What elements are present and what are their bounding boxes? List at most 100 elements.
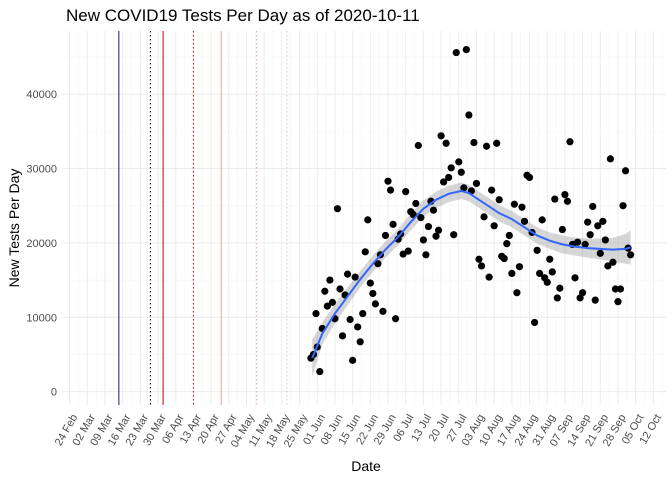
data-point	[386, 186, 395, 194]
data-point	[477, 262, 486, 270]
data-point	[500, 254, 508, 263]
data-point	[359, 309, 367, 318]
data-point	[440, 178, 448, 186]
data-point	[538, 216, 546, 224]
data-point	[616, 285, 625, 293]
data-point	[465, 111, 473, 119]
data-points	[307, 45, 635, 376]
data-point	[333, 205, 342, 213]
data-point	[480, 213, 488, 221]
data-point	[563, 197, 572, 205]
data-point	[336, 285, 344, 293]
data-point	[546, 255, 554, 263]
y-tick-label: 30000	[26, 164, 57, 176]
data-point	[495, 196, 503, 204]
data-point	[338, 332, 347, 340]
data-point	[391, 315, 400, 323]
data-point	[482, 142, 491, 150]
data-point	[536, 269, 544, 277]
data-point	[505, 231, 513, 240]
data-point	[601, 236, 609, 244]
data-point	[503, 240, 511, 248]
data-point	[323, 302, 331, 310]
data-point	[379, 307, 387, 315]
y-tick-label: 0	[51, 387, 57, 399]
y-axis-ticks: 0 10000 20000 30000 40000	[26, 89, 57, 398]
data-point	[460, 184, 468, 192]
data-point	[369, 289, 377, 298]
data-point	[609, 258, 617, 266]
data-point	[627, 251, 635, 259]
data-point	[571, 274, 579, 282]
data-point	[455, 158, 463, 166]
data-point	[432, 232, 440, 240]
data-point	[508, 269, 516, 277]
data-point	[402, 188, 410, 196]
data-point	[424, 222, 433, 231]
data-point	[472, 179, 481, 188]
data-point	[412, 199, 420, 208]
data-point	[351, 273, 359, 281]
data-point	[346, 315, 354, 324]
data-point	[584, 218, 592, 226]
data-point	[354, 323, 362, 331]
data-point	[452, 48, 460, 57]
y-axis-title: New Tests Per Day	[6, 169, 22, 288]
data-point	[450, 231, 458, 239]
data-point	[543, 278, 551, 286]
data-point	[561, 190, 569, 199]
data-point	[312, 309, 320, 318]
grid	[62, 31, 666, 405]
smooth-line	[311, 189, 631, 359]
data-point	[551, 195, 559, 203]
data-point	[349, 356, 357, 364]
event-vlines	[118, 31, 288, 405]
data-point	[533, 246, 541, 254]
data-point	[343, 270, 352, 278]
data-point	[316, 367, 324, 376]
data-point	[493, 139, 501, 147]
data-point	[591, 296, 599, 304]
data-point	[611, 285, 620, 293]
data-point	[437, 132, 445, 140]
data-point	[573, 238, 582, 246]
data-point	[414, 141, 422, 150]
data-point	[553, 294, 561, 302]
data-point	[606, 155, 615, 163]
data-point	[520, 217, 529, 225]
data-point	[374, 260, 382, 268]
data-point	[556, 284, 564, 292]
chart-title: New COVID19 Tests Per Day as of 2020-10-…	[66, 6, 420, 25]
data-point	[404, 247, 412, 255]
data-point	[366, 279, 374, 287]
data-point	[384, 177, 392, 185]
data-point	[596, 249, 604, 257]
data-point	[594, 222, 602, 230]
x-axis-title: Date	[351, 458, 381, 474]
data-point	[619, 202, 627, 210]
data-point	[462, 45, 470, 54]
data-point	[389, 220, 397, 228]
data-point	[321, 287, 329, 295]
data-point	[326, 276, 334, 284]
data-point	[586, 231, 594, 239]
data-point	[566, 138, 574, 146]
data-point	[490, 222, 498, 230]
y-tick-label: 20000	[26, 238, 57, 250]
data-point	[589, 202, 597, 211]
data-point	[599, 217, 607, 225]
data-point	[604, 262, 612, 270]
data-point	[470, 138, 478, 147]
y-tick-label: 10000	[26, 312, 57, 324]
data-point	[621, 167, 630, 175]
y-tick-label: 40000	[26, 89, 57, 101]
smooth-trend	[311, 189, 631, 359]
data-point	[457, 168, 465, 176]
data-point	[513, 289, 521, 297]
data-point	[328, 298, 337, 306]
data-point	[371, 300, 379, 308]
data-point	[518, 203, 526, 211]
data-point	[581, 240, 589, 248]
